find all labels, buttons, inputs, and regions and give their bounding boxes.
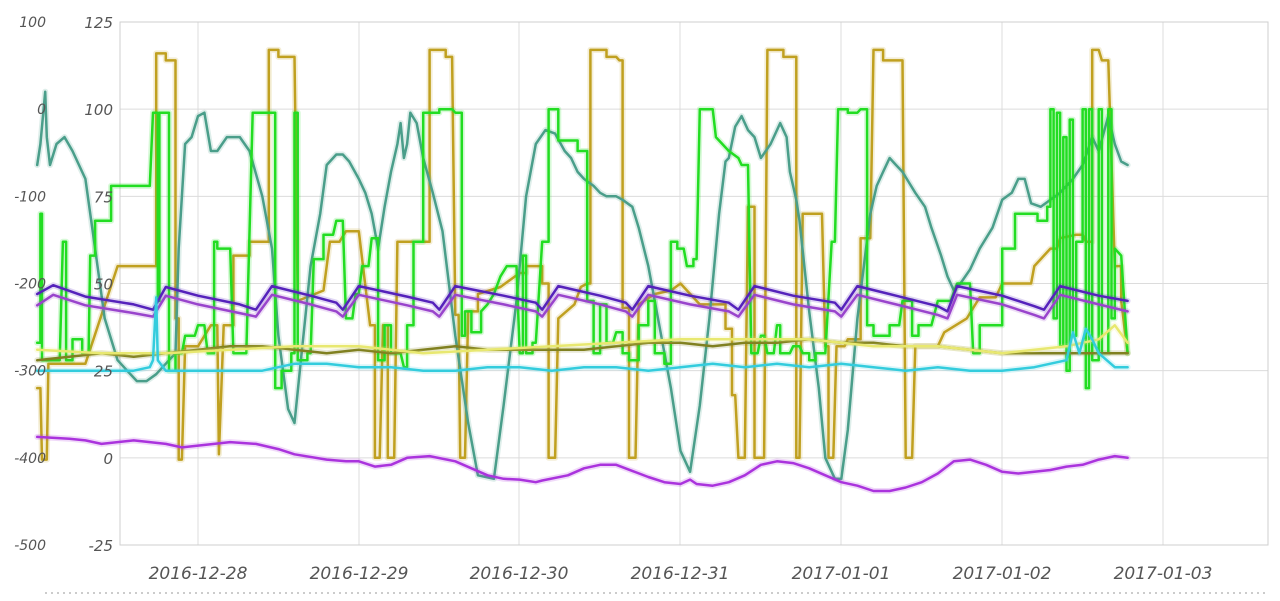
series-line-glow-9 — [34, 294, 1131, 374]
series-line-9 — [35, 296, 1129, 372]
x-tick-label: 2017-01-02 — [953, 564, 1052, 584]
left-y-tick-label: -500 — [14, 538, 46, 554]
x-tick-label: 2016-12-30 — [470, 564, 569, 584]
x-tick-label: 2017-01-03 — [1114, 564, 1213, 584]
left-y-tick-label: -200 — [14, 277, 46, 293]
right-y-tick-label: 75 — [94, 188, 113, 206]
right-y-tick-label: 0 — [103, 450, 113, 468]
x-tick-label: 2016-12-31 — [631, 564, 730, 584]
right-y-axis: 125 100 75 50 25 0 -25 — [84, 14, 113, 555]
right-y-tick-label: 125 — [84, 14, 113, 32]
left-y-tick-label: 100 — [19, 15, 46, 31]
x-tick-label: 2016-12-28 — [149, 564, 248, 584]
left-y-tick-label: -100 — [14, 189, 46, 205]
right-y-tick-label: 100 — [84, 101, 113, 119]
left-y-tick-label: -400 — [14, 451, 46, 467]
series-line-4 — [35, 283, 1129, 313]
series-line-2 — [35, 90, 1129, 481]
left-y-tick-label: -300 — [14, 364, 46, 380]
series-line-5 — [35, 293, 1129, 320]
series-line-6 — [35, 435, 1129, 493]
right-y-tick-label: -25 — [89, 537, 114, 555]
plot-area-frame — [119, 21, 1269, 546]
x-tick-label: 2017-01-01 — [792, 564, 891, 584]
x-axis: 2016-12-28 2016-12-29 2016-12-30 2016-12-31… — [149, 564, 1213, 584]
right-y-tick-label: 50 — [94, 276, 113, 294]
left-y-tick-label: 0 — [37, 102, 46, 118]
right-y-tick-label: 25 — [94, 363, 113, 381]
series-line-8 — [35, 324, 1129, 355]
series-group — [34, 46, 1131, 494]
left-y-axis: 100 0 -100 -200 -300 -400 -500 — [14, 15, 46, 554]
x-tick-label: 2016-12-29 — [310, 564, 409, 584]
